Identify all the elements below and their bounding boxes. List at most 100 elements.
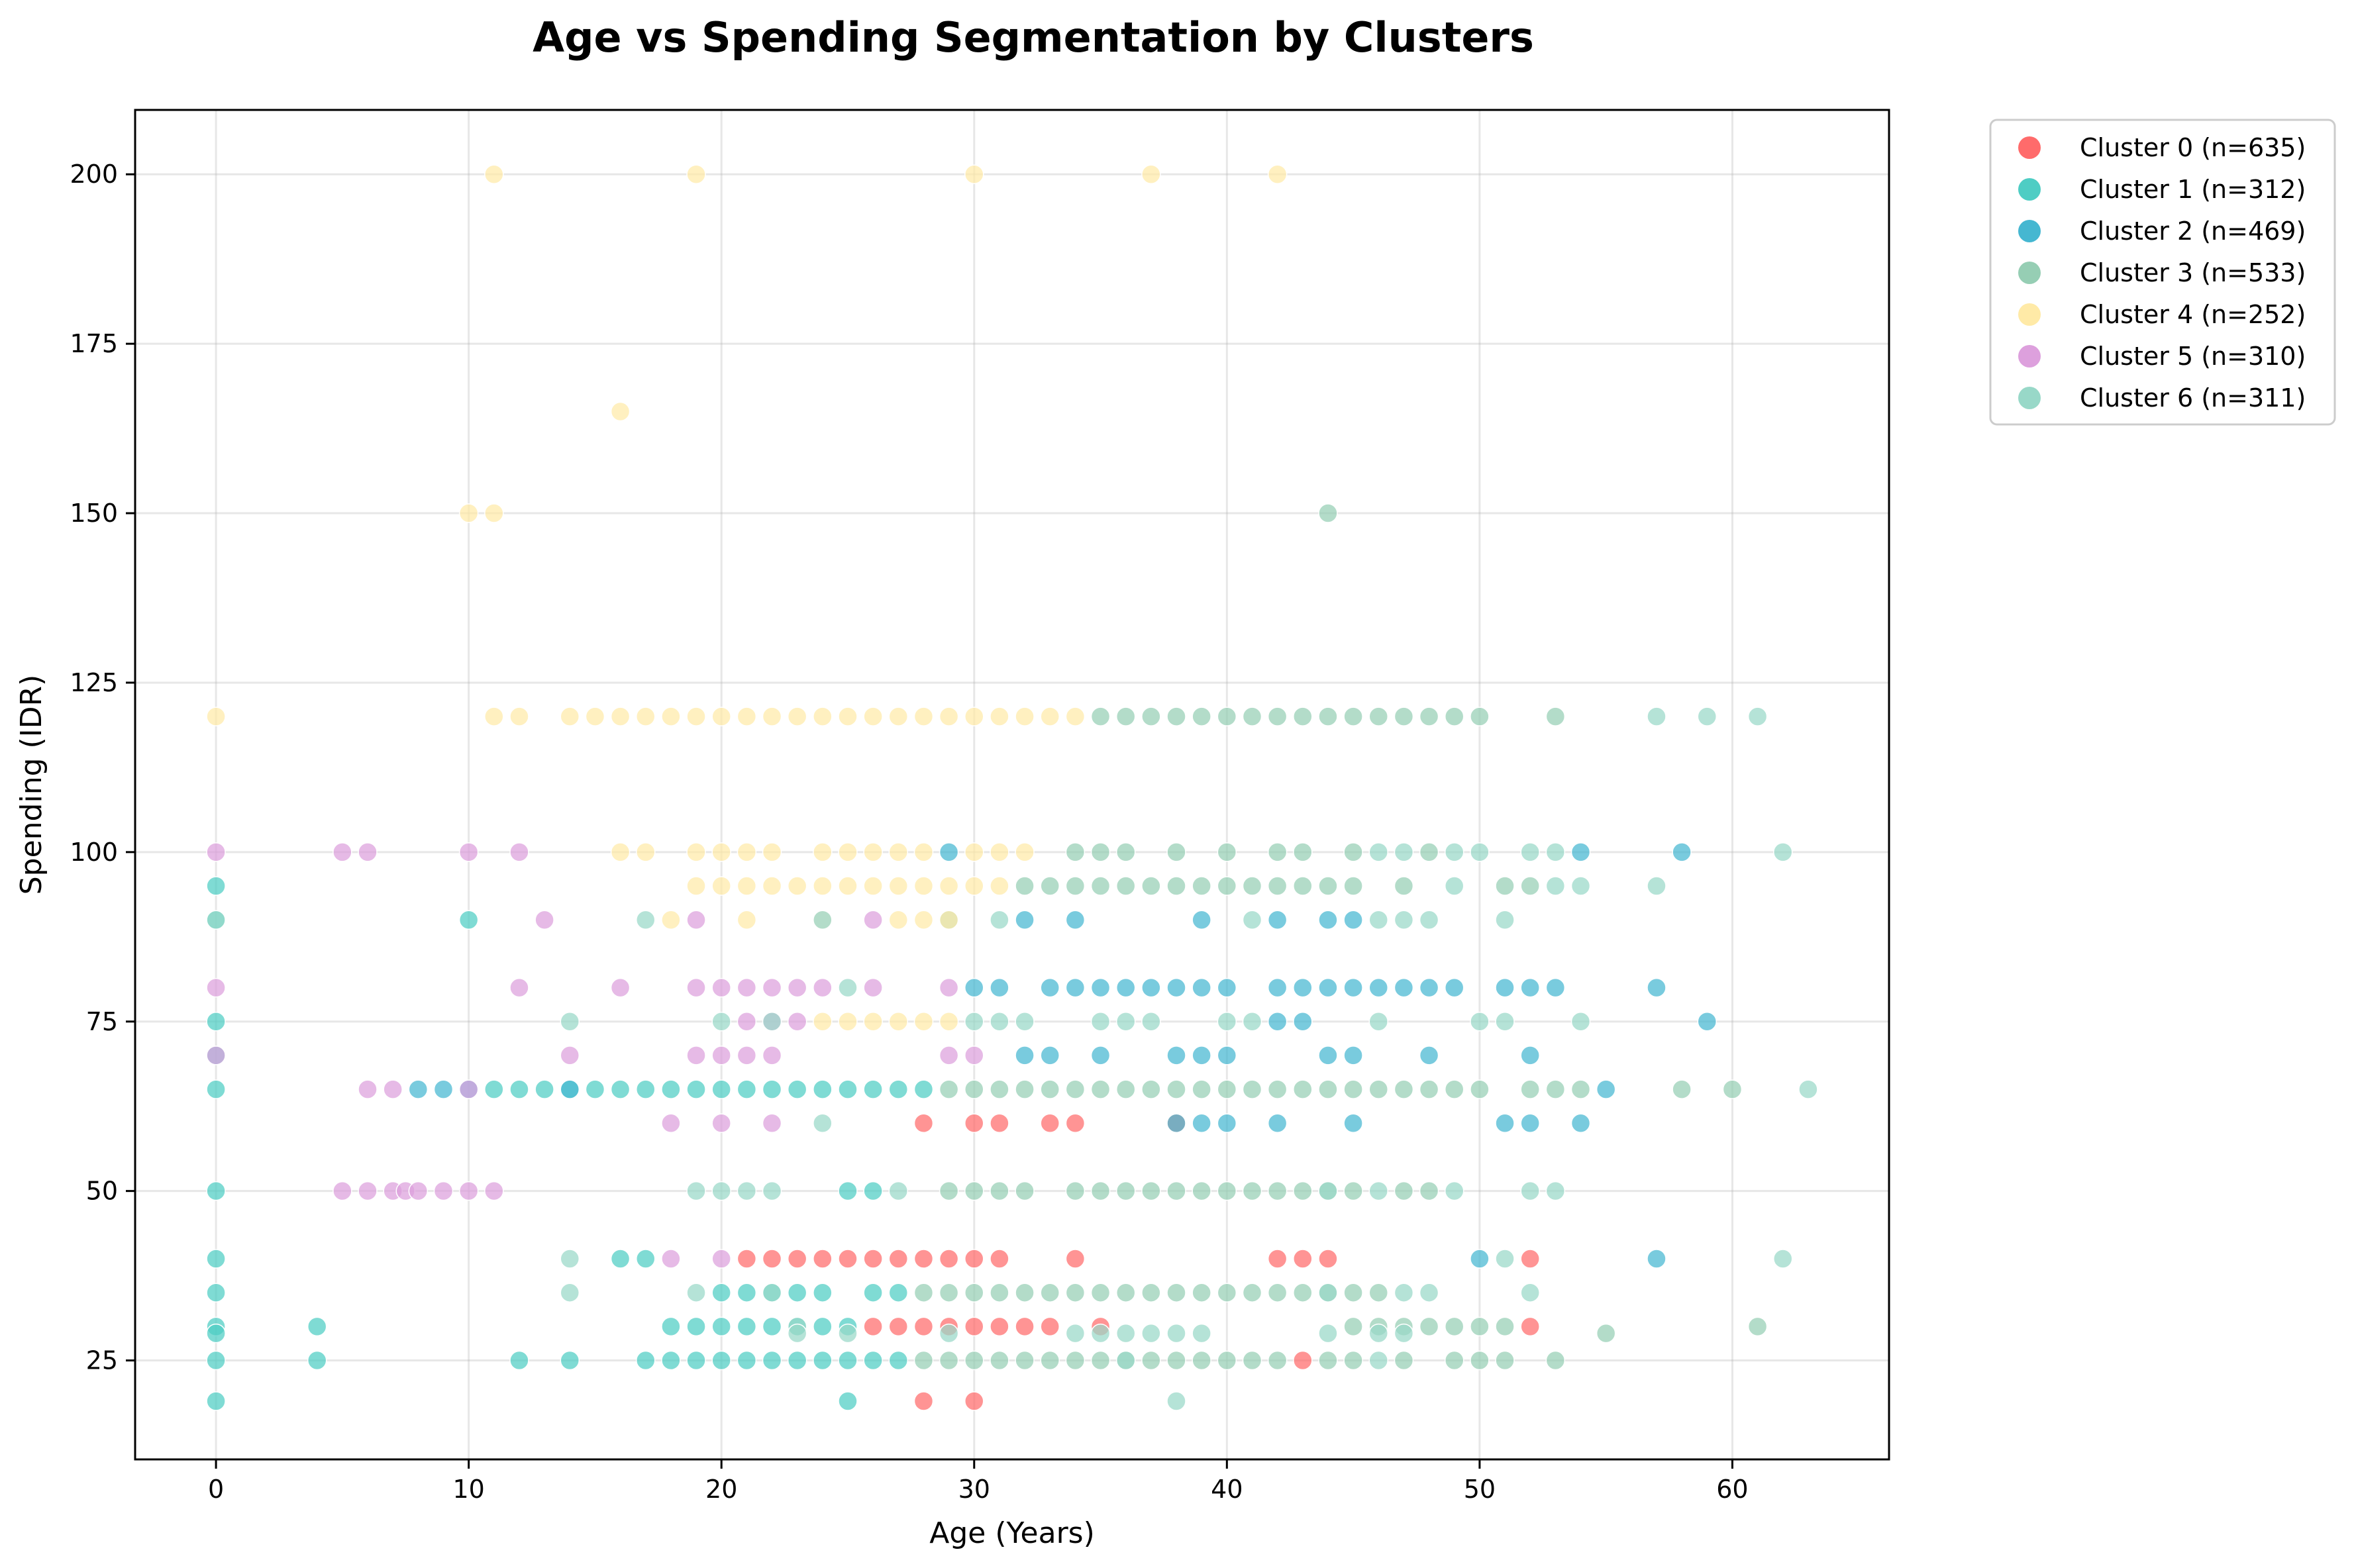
data-point — [1065, 707, 1086, 726]
data-point — [358, 1079, 378, 1099]
data-point — [1495, 1350, 1515, 1371]
data-point — [1747, 707, 1768, 726]
data-point — [939, 1283, 959, 1302]
data-point — [838, 1391, 858, 1411]
data-point — [1141, 707, 1161, 726]
data-point — [686, 842, 706, 862]
data-point — [1015, 1012, 1035, 1032]
data-point — [408, 1181, 429, 1201]
data-point — [1242, 1283, 1262, 1302]
data-point — [1394, 1283, 1414, 1302]
data-point — [888, 1283, 909, 1302]
data-point — [1115, 1181, 1136, 1201]
data-point — [610, 401, 631, 422]
data-point — [1343, 910, 1363, 930]
data-point — [1090, 977, 1111, 998]
legend-label: Cluster 2 (n=469) — [2080, 217, 2306, 246]
legend-label: Cluster 5 (n=310) — [2080, 342, 2306, 371]
data-point — [813, 1079, 833, 1099]
data-point — [813, 1283, 833, 1302]
data-point — [838, 1181, 858, 1201]
chart-title: Age vs Spending Segmentation by Clusters — [533, 13, 1534, 62]
data-point — [1747, 1316, 1768, 1337]
data-point — [1267, 977, 1288, 998]
data-point — [787, 1079, 807, 1099]
data-point — [913, 1079, 934, 1099]
data-point — [661, 1113, 681, 1134]
data-point — [813, 1249, 833, 1269]
x-tick-label: 30 — [958, 1475, 990, 1504]
data-point — [711, 1181, 731, 1201]
data-point — [711, 1350, 731, 1371]
data-point — [964, 842, 984, 862]
data-point — [661, 910, 681, 930]
data-point — [1722, 1079, 1743, 1099]
data-point — [1495, 1316, 1515, 1337]
data-point — [484, 503, 504, 523]
data-point — [888, 1181, 909, 1201]
data-point — [1267, 842, 1288, 862]
data-point — [939, 1046, 959, 1065]
data-point — [813, 842, 833, 862]
data-point — [1343, 707, 1363, 726]
data-point — [1520, 876, 1540, 896]
data-point — [1065, 1283, 1086, 1302]
data-point — [1293, 1079, 1313, 1099]
data-point — [1444, 842, 1464, 862]
data-point — [560, 1046, 580, 1065]
data-point — [307, 1350, 327, 1371]
data-point — [686, 1316, 706, 1337]
y-tick-label: 125 — [70, 668, 118, 697]
data-point — [1520, 1113, 1540, 1134]
data-point — [1015, 707, 1035, 726]
data-point — [1520, 1249, 1540, 1269]
data-point — [1065, 1113, 1086, 1134]
data-point — [888, 842, 909, 862]
data-point — [1115, 1350, 1136, 1371]
data-point — [1090, 1181, 1111, 1201]
data-point — [560, 1350, 580, 1371]
data-point — [1141, 876, 1161, 896]
data-point — [1394, 1181, 1414, 1201]
data-point — [964, 1316, 984, 1337]
data-point — [1267, 1181, 1288, 1201]
data-point — [964, 1113, 984, 1134]
data-point — [964, 1350, 984, 1371]
data-point — [1444, 1079, 1464, 1099]
data-point — [1166, 707, 1186, 726]
data-point — [939, 910, 959, 930]
data-point — [1318, 707, 1338, 726]
data-point — [484, 164, 504, 184]
data-point — [1293, 1012, 1313, 1032]
data-point — [1419, 1316, 1439, 1337]
data-point — [206, 707, 226, 726]
data-point — [1520, 1283, 1540, 1302]
data-point — [990, 1350, 1009, 1371]
data-point — [661, 1249, 681, 1269]
data-point — [458, 1079, 479, 1099]
data-point — [333, 1181, 352, 1201]
data-point — [838, 1350, 858, 1371]
data-point — [1394, 1079, 1414, 1099]
data-point — [1065, 1249, 1086, 1269]
data-point — [1166, 1323, 1186, 1344]
data-point — [1368, 707, 1389, 726]
data-point — [560, 707, 580, 726]
data-point — [206, 1249, 226, 1269]
data-point — [737, 707, 757, 726]
data-point — [813, 876, 833, 896]
data-point — [737, 1079, 757, 1099]
data-point — [1520, 977, 1540, 998]
data-point — [737, 1012, 757, 1032]
data-point — [1647, 1249, 1666, 1269]
data-point — [358, 842, 378, 862]
data-point — [1470, 1249, 1490, 1269]
data-point — [1065, 977, 1086, 998]
data-point — [1419, 1079, 1439, 1099]
data-point — [433, 1181, 454, 1201]
data-point — [1065, 1323, 1086, 1344]
data-point — [1115, 842, 1136, 862]
data-point — [1040, 876, 1060, 896]
data-point — [1293, 1350, 1313, 1371]
data-point — [863, 1283, 883, 1302]
